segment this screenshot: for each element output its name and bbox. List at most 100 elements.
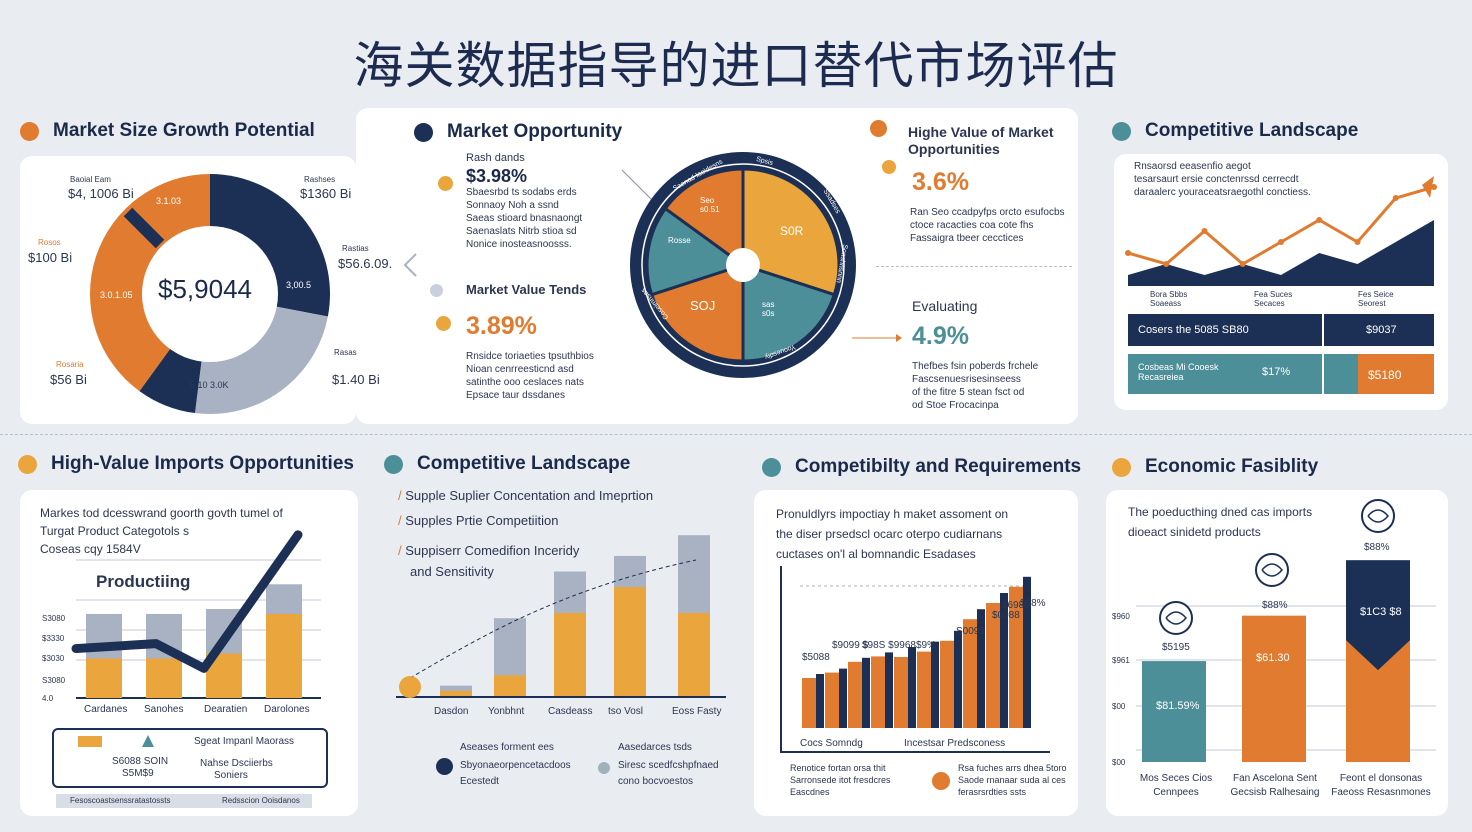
feasibility-bar — [1142, 661, 1206, 762]
text-line: satinthe ooo ceslaces nats — [466, 377, 584, 388]
navy-bar — [1000, 593, 1008, 728]
fea-x-2: Fan Ascelona Sent Gecsisb Ralhesaing — [1230, 773, 1320, 798]
globe-icon-2 — [1255, 553, 1289, 587]
navy-bar — [908, 647, 916, 728]
gold-bar — [266, 613, 302, 698]
text-line: Fassaigra tbeer cecctices — [910, 233, 1024, 244]
orange-bar — [871, 656, 885, 728]
market-opportunity-heading: Market Opportunity — [414, 121, 622, 143]
orange-point — [1239, 261, 1246, 267]
text-line: Eascdnes — [790, 787, 830, 797]
comp-row2-value: $17% — [1262, 366, 1291, 378]
comp-row1-label: Cosers the 5085 SB80 — [1138, 324, 1249, 336]
navy-bar — [954, 630, 962, 728]
c2-legend-1-text-2: Ecestedt — [460, 776, 499, 787]
competitive2-bars — [440, 535, 710, 696]
navy-bar — [885, 652, 893, 728]
req-val-3: $98S $9968$9% — [862, 640, 936, 651]
req-legend-orange-dot — [932, 772, 950, 790]
navy-bar — [816, 674, 824, 728]
c2-legend-2-text-1: Siresc scedfcshpfnaed — [618, 760, 719, 771]
fea-top-1: $5195 — [1162, 642, 1190, 653]
c2-trend — [409, 559, 697, 679]
imports-legend-left-2: S5M$9 — [122, 768, 154, 779]
imports-footer-box — [56, 794, 312, 808]
c2-legend-1-text-1: Sbyonaeorpencetacdoos — [460, 760, 571, 771]
text-line: Ran Seo ccadpyfps orcto esufocbs — [910, 207, 1065, 218]
orange-dot-icon — [20, 121, 39, 141]
r-value: $56.6.09. — [338, 256, 393, 271]
requirements-text: Pronuldlyrs impoctiay h maket assoment o… — [776, 504, 1066, 564]
gold-bar — [146, 658, 182, 698]
req-val-6: $6980 — [1002, 600, 1030, 611]
text-line: Saenaslats Nitrb stioa sd — [466, 226, 577, 237]
chevron-left-icon — [403, 253, 417, 277]
text-line: Turgat Product Categotols s — [40, 524, 189, 538]
c2-legend-teal-dot — [598, 762, 610, 774]
tl-small: Baoial Eam — [70, 175, 111, 184]
text-line: Sonnaoy Noh a ssnd — [466, 200, 559, 211]
hv-divider — [876, 266, 1072, 267]
text-line: Saeas stioard bnasnaongt — [466, 213, 583, 224]
text-line: Fascsenuesrisesinseess — [912, 374, 1021, 385]
opp-block2-label: Market Value Tends — [466, 282, 587, 297]
opportunity-wheel — [630, 152, 856, 378]
orange-point — [1392, 195, 1399, 201]
gold-bar — [494, 675, 526, 696]
high-value-text1: Ran Seo ccadpyfps orcto esufocbs ctoce ra… — [910, 206, 1070, 245]
wheel-hub — [726, 248, 760, 282]
x-tick: Cardanes — [84, 704, 128, 715]
wheel-slices — [645, 167, 841, 363]
slice-label-2: 3.0.1.05 — [100, 290, 133, 300]
text-line: Saode rnanaar suda al ces — [958, 775, 1066, 785]
text-line: dioeact sinidetd products — [1128, 525, 1261, 539]
gold-dot-icon — [438, 176, 453, 191]
feasibility-bars — [1142, 560, 1410, 762]
y-tick: S3080 — [42, 676, 66, 685]
c2-bullet-1: / Supple Suplier Concentation and Imeprt… — [398, 488, 654, 503]
req-val-4: S0095 — [956, 626, 985, 637]
opp-block2-text: Rnsidce toriaeties tpsuthbios Nioan cenrr… — [466, 350, 626, 402]
c2-bullet-3: / Suppiserr Comedifion Inceridy — [398, 543, 580, 558]
y-tick: $960 — [1112, 612, 1130, 621]
imports-text: Markes tod dcesswrand goorth govth tumel… — [40, 504, 340, 558]
competitive2-chart — [396, 535, 726, 698]
req-val-2: $9099 $ — [832, 640, 869, 651]
high-value-1: 3.6% — [912, 168, 969, 196]
imports-heading: High-Value Imports Opportunities — [18, 453, 354, 475]
wheel-inner-4: SOJ — [690, 298, 716, 313]
competitive-text: Rnsaorsd eeasenfio aegot tesarsaurt ersie… — [1134, 160, 1434, 199]
wheel-slice — [663, 167, 745, 268]
imports-bars — [86, 584, 302, 698]
gold-dot-icon-5 — [1112, 457, 1131, 477]
page-title: 海关数据指导的进口替代市场评估 — [353, 37, 1119, 95]
feasibility-bar — [1242, 615, 1306, 762]
req-axis-2: Incestsar Predsconess — [904, 738, 1006, 749]
fea-val-2: $61.30 — [1256, 652, 1290, 664]
opp-block2-value: 3.89% — [466, 312, 537, 340]
wheel-inner-5: sas s0s — [762, 300, 775, 318]
br-value: $1.40 Bi — [332, 372, 380, 387]
req-val-7: $98% — [1020, 598, 1046, 609]
orange-point — [1125, 250, 1131, 256]
text-line: od Stoe Frocacinpa — [912, 400, 999, 411]
comp-row2-divider — [1322, 354, 1324, 394]
text-line: The poeducthing dned cas imports — [1128, 505, 1313, 519]
comp-axis-3: Fes Seice Seorest — [1358, 290, 1394, 308]
imports-footer-1: Fesoscoastsenssratastossts — [70, 796, 171, 805]
feasibility-text: The poeducthing dned cas imports dioeact … — [1128, 502, 1358, 542]
imports-legend-text: Sgeat Impanl Maorass — [194, 736, 295, 747]
text-line: Sarronsede itot fresdcres — [790, 775, 891, 785]
comp-row2-label: Cosbeas Mi Cooesk Recasreiea — [1138, 362, 1219, 382]
feasibility-chart — [1136, 560, 1436, 762]
comp-row2-orange — [1358, 354, 1434, 394]
donut-center-value: $5,9044 — [158, 274, 252, 304]
y-tick: S3080 — [42, 614, 66, 623]
x-tick: Dearatien — [204, 704, 248, 715]
navy-area — [1128, 220, 1434, 286]
orange-point — [1431, 184, 1437, 190]
x-tick: Casdeass — [548, 706, 593, 717]
tl-value: $4, 1006 Bi — [68, 186, 134, 201]
competitive-line-chart — [1125, 176, 1437, 286]
gold-dot-icon-4 — [18, 454, 37, 474]
